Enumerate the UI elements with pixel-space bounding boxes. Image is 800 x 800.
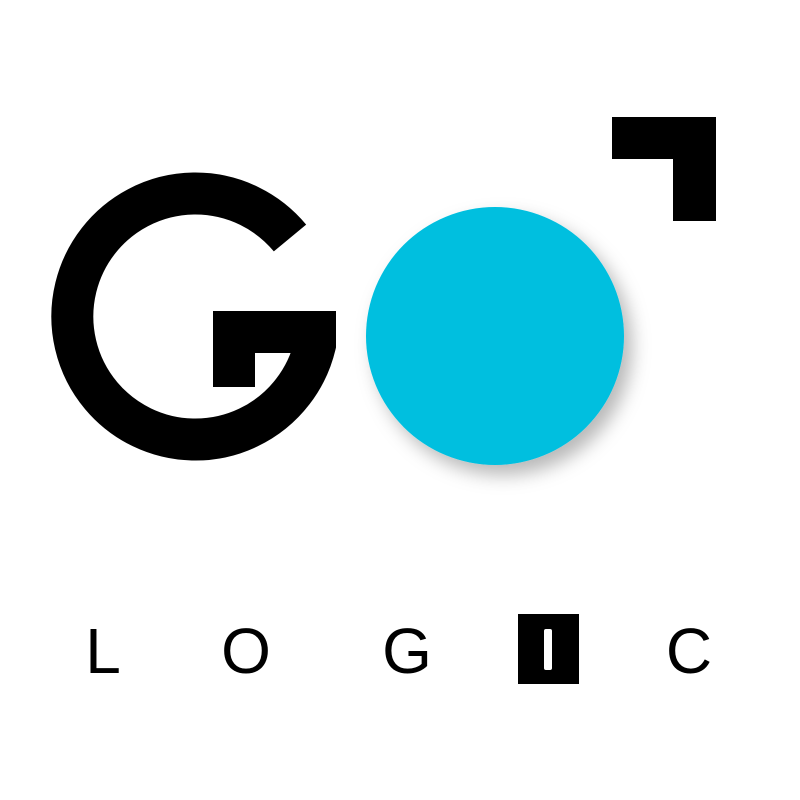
big-g-letter: [51, 172, 336, 461]
logic-letter-i-block: [518, 614, 579, 684]
logic-letter-o: O: [221, 615, 271, 687]
logic-letter-c: C: [666, 615, 712, 687]
cyan-circle-icon: [366, 207, 624, 465]
logic-letter-l: L: [85, 615, 121, 687]
corner-bracket-icon: [612, 117, 716, 221]
logic-letter-g: G: [382, 615, 432, 687]
